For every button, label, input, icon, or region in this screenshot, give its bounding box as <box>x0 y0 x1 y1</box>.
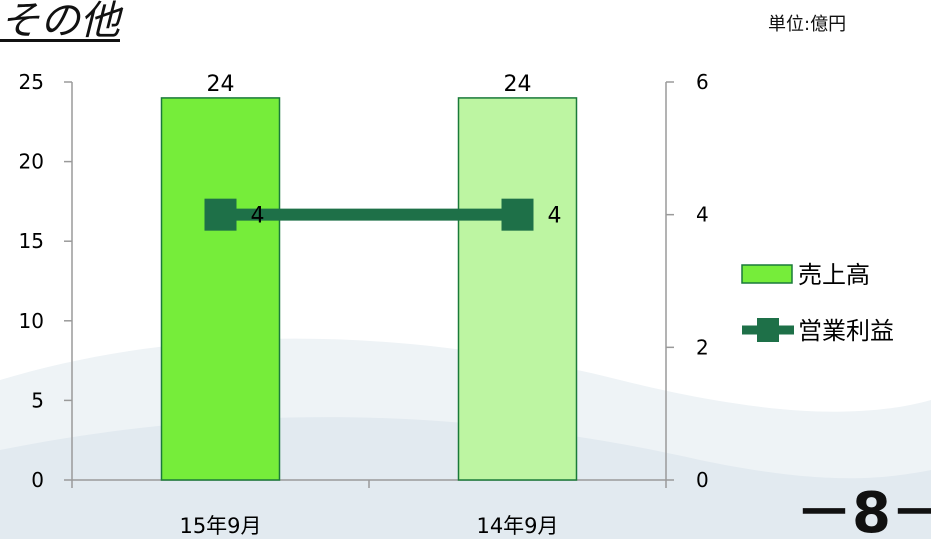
bar-uriage <box>160 97 281 481</box>
legend-swatch-uriage <box>741 264 793 284</box>
y-left-tick-label: 5 <box>31 388 44 412</box>
y-right-tick-label: 4 <box>696 203 709 227</box>
y-right-tick-label: 2 <box>696 335 709 359</box>
y-left-tick-label: 0 <box>31 468 44 492</box>
legend-label-eigyo: 営業利益 <box>798 317 894 345</box>
x-category-label: 15年9月 <box>179 514 261 538</box>
page-number: －8－ <box>796 481 931 546</box>
y-right-tick-label: 6 <box>696 70 709 94</box>
y-left-tick-label: 10 <box>19 309 44 333</box>
y-left-tick-label: 20 <box>19 150 44 174</box>
y-left-tick-label: 15 <box>19 229 44 253</box>
line-data-label: 4 <box>251 204 265 229</box>
page-title: その他 <box>0 0 120 44</box>
bar-data-label: 24 <box>207 72 235 97</box>
line-data-label: 4 <box>548 204 562 229</box>
x-category-label: 14年9月 <box>476 514 558 538</box>
bar-data-label: 24 <box>504 72 532 97</box>
legend-swatch-marker-eigyo <box>757 318 779 342</box>
line-point-marker <box>501 198 534 231</box>
line-point-marker <box>204 198 237 231</box>
legend-label-uriage: 売上高 <box>798 261 870 289</box>
bar-uriage <box>457 97 578 481</box>
y-right-tick-label: 0 <box>696 468 709 492</box>
y-left-tick-label: 25 <box>19 70 44 94</box>
unit-label: 単位:億円 <box>768 14 847 35</box>
